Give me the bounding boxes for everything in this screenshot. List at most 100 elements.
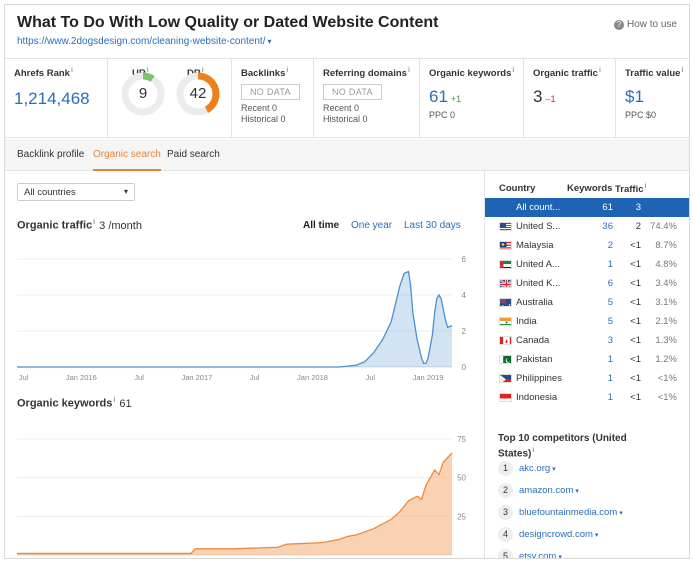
country-keywords[interactable]: 5 — [607, 297, 613, 308]
country-keywords[interactable]: 61 — [602, 202, 613, 213]
country-row[interactable]: India 5 <1 2.1% — [485, 312, 689, 331]
organic-keywords-count: 61 — [119, 397, 132, 410]
tab-paid-search[interactable]: Paid search — [167, 149, 220, 160]
country-row[interactable]: United A... 1 <1 4.8% — [485, 255, 689, 274]
series-line — [17, 270, 453, 368]
info-icon[interactable]: i — [407, 67, 410, 74]
series-line — [17, 452, 453, 555]
country-name[interactable]: United A... — [516, 259, 560, 270]
target-url-text[interactable]: https://www.2dogsdesign.com/cleaning-web… — [17, 36, 266, 47]
country-name[interactable]: All count... — [516, 202, 561, 213]
competitor-item[interactable]: 4 designcrowd.com ▾ — [498, 527, 598, 545]
country-keywords[interactable]: 1 — [607, 392, 613, 403]
competitor-item[interactable]: 3 bluefountainmedia.com ▾ — [498, 505, 623, 523]
referring-domains-nodata: NO DATA — [323, 84, 382, 101]
chevron-down-icon[interactable]: ▾ — [552, 466, 556, 473]
x-tick-label: Jan 2017 — [181, 373, 212, 382]
country-row[interactable]: Canada 3 <1 1.3% — [485, 331, 689, 350]
country-select-value[interactable]: All countries — [24, 187, 76, 198]
competitor-domain[interactable]: amazon.com — [519, 485, 574, 496]
country-keywords[interactable]: 2 — [607, 240, 613, 251]
flag-ph-icon — [499, 374, 512, 383]
country-name[interactable]: Pakistan — [516, 354, 553, 365]
country-name[interactable]: Canada — [516, 335, 550, 346]
info-icon[interactable]: i — [598, 67, 601, 74]
backlinks-card: Backlinksi NO DATA Recent 0 Historical 0 — [232, 59, 314, 138]
competitor-domain[interactable]: bluefountainmedia.com — [519, 507, 618, 518]
how-to-use-label[interactable]: How to use — [626, 19, 677, 30]
info-icon[interactable]: i — [93, 219, 96, 226]
country-name[interactable]: Malaysia — [516, 240, 554, 251]
country-name[interactable]: India — [516, 316, 537, 327]
country-keywords[interactable]: 5 — [607, 316, 613, 327]
competitor-rank: 5 — [498, 549, 513, 558]
x-tick-label: Jul — [19, 373, 29, 382]
country-keywords[interactable]: 1 — [607, 373, 613, 384]
organic-keywords-value[interactable]: 61 — [429, 87, 448, 107]
range-last-30-days[interactable]: Last 30 days — [404, 220, 461, 231]
series-area — [17, 271, 452, 367]
competitor-item[interactable]: 1 akc.org ▾ — [498, 461, 556, 479]
country-name[interactable]: United K... — [516, 278, 561, 289]
info-icon[interactable]: i — [644, 183, 647, 190]
info-icon[interactable]: i — [146, 67, 149, 74]
organic-keywords-metric[interactable]: 61 +1 — [429, 87, 523, 107]
competitor-domain[interactable]: designcrowd.com — [519, 529, 593, 540]
info-icon[interactable]: i — [70, 67, 73, 74]
tab-backlink-profile[interactable]: Backlink profile — [17, 149, 85, 160]
help-icon: ? — [613, 20, 624, 30]
traffic-column-header[interactable]: Traffici — [615, 183, 647, 196]
info-icon[interactable]: i — [532, 447, 535, 454]
country-row[interactable]: Australia 5 <1 3.1% — [485, 293, 689, 312]
range-all-time[interactable]: All time — [303, 220, 340, 231]
x-tick-label: Jul — [250, 373, 260, 382]
organic-keywords-chart: 75 50 25 — [17, 435, 467, 556]
keywords-column-header[interactable]: Keywords — [567, 183, 613, 194]
country-row[interactable]: Philippines 1 <1 <1% — [485, 369, 689, 388]
country-name[interactable]: United S... — [516, 221, 561, 232]
country-traffic: <1 — [630, 259, 641, 270]
competitor-domain[interactable]: akc.org — [519, 463, 551, 474]
competitor-domain[interactable]: etsy.com — [519, 551, 557, 559]
competitor-item[interactable]: 5 etsy.com ▾ — [498, 549, 562, 559]
competitor-item[interactable]: 2 amazon.com ▾ — [498, 483, 579, 501]
country-select[interactable]: All countries ▾ — [17, 183, 135, 201]
country-row[interactable]: Indonesia 1 <1 <1% — [485, 388, 689, 407]
flag-ae-icon — [499, 260, 512, 269]
country-keywords[interactable]: 36 — [602, 221, 613, 232]
flag-my-icon — [499, 241, 512, 250]
country-row[interactable]: United K... 6 <1 3.4% — [485, 274, 689, 293]
competitors-heading: Top 10 competitors (United States)i — [498, 433, 627, 460]
organic-keywords-card: Organic keywordsi 61 +1 PPC 0 — [420, 59, 524, 138]
country-name[interactable]: Australia — [516, 297, 553, 308]
country-row[interactable]: All count... 61 3 — [485, 198, 689, 217]
info-icon[interactable]: i — [201, 67, 204, 74]
country-row[interactable]: United S... 36 2 74.4% — [485, 217, 689, 236]
country-name[interactable]: Indonesia — [516, 392, 558, 403]
chevron-down-icon[interactable]: ▾ — [594, 532, 599, 539]
country-keywords[interactable]: 3 — [607, 335, 613, 346]
country-keywords[interactable]: 1 — [607, 259, 613, 270]
country-row[interactable]: Malaysia 2 <1 8.7% — [485, 236, 689, 255]
url-dropdown-icon[interactable]: ▾ — [267, 37, 272, 46]
info-icon[interactable]: i — [681, 67, 684, 74]
info-icon[interactable]: i — [286, 67, 289, 74]
country-keywords[interactable]: 6 — [607, 278, 613, 289]
how-to-use-link[interactable]: ? How to use — [613, 19, 677, 30]
country-row[interactable]: Pakistan 1 <1 1.2% — [485, 350, 689, 369]
range-one-year[interactable]: One year — [351, 220, 393, 231]
chevron-down-icon[interactable]: ▾ — [123, 187, 128, 196]
tab-organic-search[interactable]: Organic search — [93, 149, 161, 171]
info-icon[interactable]: i — [113, 397, 116, 404]
country-name[interactable]: Philippines — [516, 373, 562, 384]
ahrefs-rank-value[interactable]: 1,214,468 — [14, 89, 90, 109]
chevron-down-icon[interactable]: ▾ — [558, 554, 562, 559]
competitor-rank: 3 — [498, 505, 513, 520]
chevron-down-icon[interactable]: ▾ — [575, 488, 579, 495]
target-url[interactable]: https://www.2dogsdesign.com/cleaning-web… — [17, 36, 271, 47]
traffic-value-amount[interactable]: $1 — [625, 87, 644, 107]
info-icon[interactable]: i — [512, 67, 515, 74]
chevron-down-icon[interactable]: ▾ — [619, 510, 623, 517]
ahrefs-rank-label: Ahrefs Ranki — [14, 67, 73, 80]
country-keywords[interactable]: 1 — [607, 354, 613, 365]
